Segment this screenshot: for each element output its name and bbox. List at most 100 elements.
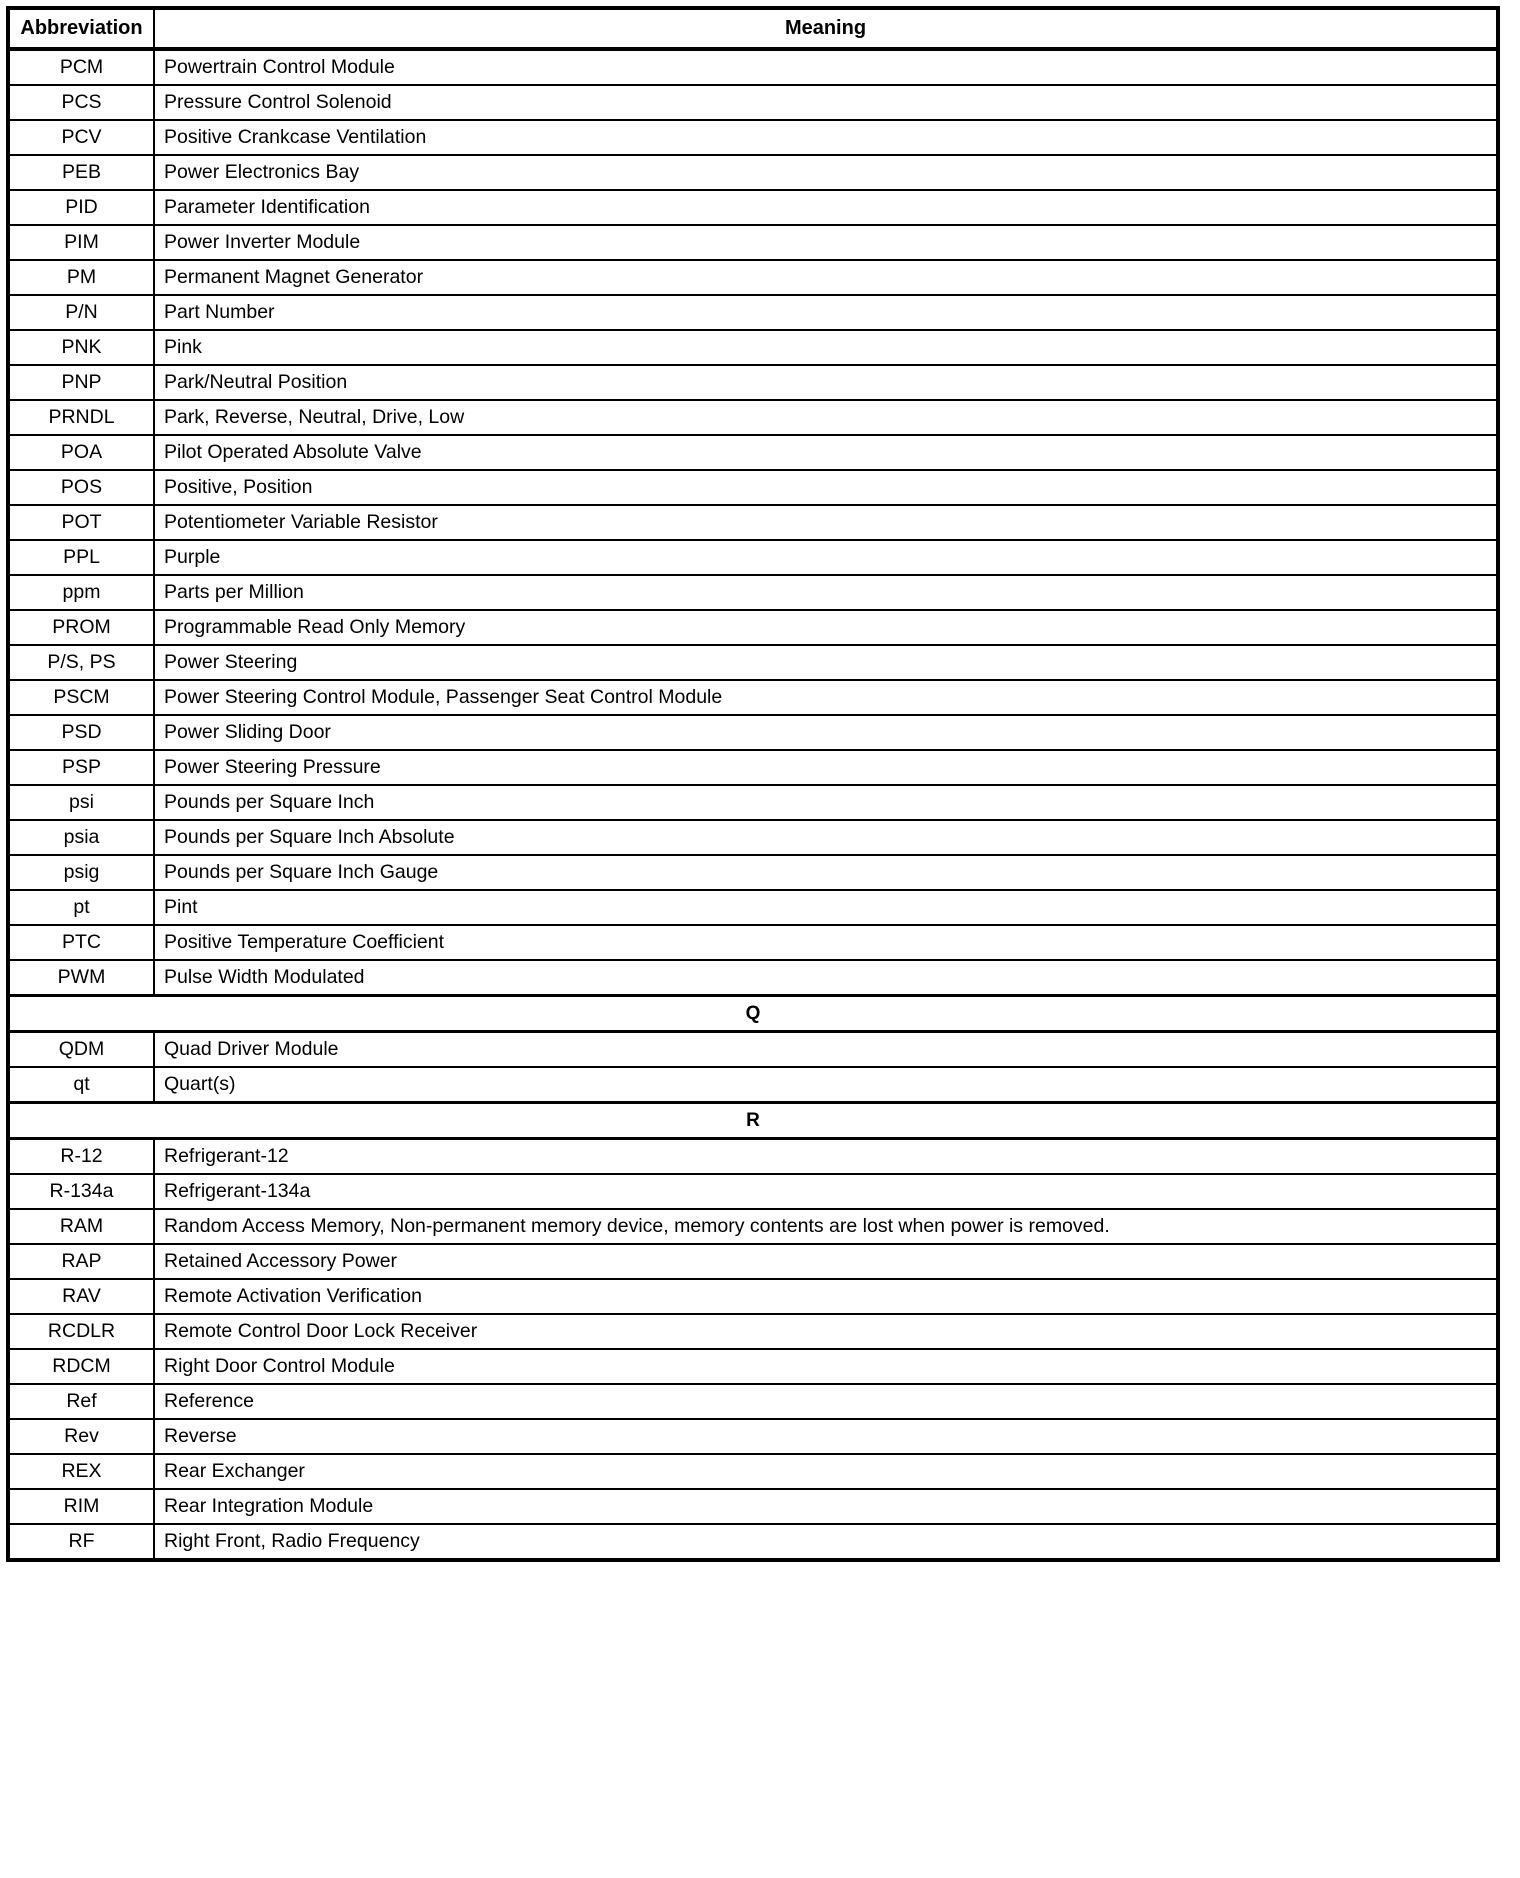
meaning-cell: Positive Temperature Coefficient	[154, 925, 1498, 961]
table-row: R-134a Refrigerant-134a	[8, 1174, 1498, 1210]
table-row: pt Pint	[8, 890, 1498, 926]
abbreviation-cell: psi	[8, 785, 155, 821]
abbreviation-cell: PCS	[8, 85, 155, 121]
meaning-cell: Pounds per Square Inch Absolute	[154, 820, 1498, 856]
meaning-cell: Reference	[154, 1384, 1498, 1420]
meaning-cell: Power Steering Control Module, Passenger…	[154, 680, 1498, 716]
table-row: psi Pounds per Square Inch	[8, 785, 1498, 821]
abbreviation-cell: RDCM	[8, 1349, 155, 1385]
table-row: P/S, PS Power Steering	[8, 645, 1498, 681]
abbreviation-cell: P/S, PS	[8, 645, 155, 681]
section-divider-row: R	[8, 1101, 1498, 1140]
meaning-cell: Remote Control Door Lock Receiver	[154, 1314, 1498, 1350]
table-row: PNP Park/Neutral Position	[8, 365, 1498, 401]
abbreviation-cell: psia	[8, 820, 155, 856]
abbreviation-cell: PSD	[8, 715, 155, 751]
abbreviation-cell: PEB	[8, 155, 155, 191]
table-row: RF Right Front, Radio Frequency	[8, 1524, 1498, 1560]
table-row: psia Pounds per Square Inch Absolute	[8, 820, 1498, 856]
meaning-cell: Purple	[154, 540, 1498, 576]
abbreviation-cell: PIM	[8, 225, 155, 261]
meaning-cell: Rear Exchanger	[154, 1454, 1498, 1490]
abbreviation-cell: PRNDL	[8, 400, 155, 436]
table-row: PCV Positive Crankcase Ventilation	[8, 120, 1498, 156]
table-row: PID Parameter Identification	[8, 190, 1498, 226]
meaning-cell: Positive, Position	[154, 470, 1498, 506]
column-header-abbreviation: Abbreviation	[8, 8, 155, 51]
meaning-cell: Park, Reverse, Neutral, Drive, Low	[154, 400, 1498, 436]
meaning-cell: Power Steering	[154, 645, 1498, 681]
abbreviation-cell: POT	[8, 505, 155, 541]
abbreviation-cell: RIM	[8, 1489, 155, 1525]
table-row: PCM Powertrain Control Module	[8, 49, 1498, 86]
meaning-cell: Rear Integration Module	[154, 1489, 1498, 1525]
abbreviation-cell: RF	[8, 1524, 155, 1560]
table-row: RDCM Right Door Control Module	[8, 1349, 1498, 1385]
meaning-cell: Pink	[154, 330, 1498, 366]
meaning-cell: Pulse Width Modulated	[154, 960, 1498, 997]
abbreviation-cell: POS	[8, 470, 155, 506]
abbreviation-cell: PCV	[8, 120, 155, 156]
meaning-cell: Parts per Million	[154, 575, 1498, 611]
table-row: RAM Random Access Memory, Non-permanent m…	[8, 1209, 1498, 1245]
abbreviation-cell: PID	[8, 190, 155, 226]
table-row: PCS Pressure Control Solenoid	[8, 85, 1498, 121]
abbreviation-cell: PNP	[8, 365, 155, 401]
table-row: REX Rear Exchanger	[8, 1454, 1498, 1490]
table-row: PROM Programmable Read Only Memory	[8, 610, 1498, 646]
abbreviation-cell: RAV	[8, 1279, 155, 1315]
abbreviation-cell: PSP	[8, 750, 155, 786]
table-row: psig Pounds per Square Inch Gauge	[8, 855, 1498, 891]
table-row: PWM Pulse Width Modulated	[8, 960, 1498, 997]
abbreviation-cell: QDM	[8, 1031, 155, 1068]
table-row: Ref Reference	[8, 1384, 1498, 1420]
meaning-cell: Right Door Control Module	[154, 1349, 1498, 1385]
table-row: P/N Part Number	[8, 295, 1498, 331]
section-letter-label: Q	[8, 994, 1498, 1033]
meaning-cell: Pounds per Square Inch Gauge	[154, 855, 1498, 891]
abbreviation-cell: POA	[8, 435, 155, 471]
table-row: PSD Power Sliding Door	[8, 715, 1498, 751]
abbreviation-cell: RCDLR	[8, 1314, 155, 1350]
abbreviation-cell: PNK	[8, 330, 155, 366]
meaning-cell: Quad Driver Module	[154, 1031, 1498, 1068]
abbreviation-cell: P/N	[8, 295, 155, 331]
table-head: Abbreviation Meaning	[8, 8, 1498, 51]
meaning-cell: Positive Crankcase Ventilation	[154, 120, 1498, 156]
meaning-cell: Park/Neutral Position	[154, 365, 1498, 401]
abbreviation-cell: qt	[8, 1067, 155, 1104]
table-row: PSP Power Steering Pressure	[8, 750, 1498, 786]
abbreviation-cell: PM	[8, 260, 155, 296]
meaning-cell: Right Front, Radio Frequency	[164, 1530, 420, 1553]
meaning-cell: Power Inverter Module	[154, 225, 1498, 261]
abbreviation-table: Abbreviation Meaning PCM Powertrain Contr…	[6, 6, 1500, 1562]
table-row: PNK Pink	[8, 330, 1498, 366]
meaning-cell: Potentiometer Variable Resistor	[154, 505, 1498, 541]
abbreviation-cell: PPL	[8, 540, 155, 576]
meaning-cell: Power Steering Pressure	[154, 750, 1498, 786]
meaning-cell: Refrigerant-134a	[154, 1174, 1498, 1210]
table-row: QDM Quad Driver Module	[8, 1031, 1498, 1068]
table-row: RAV Remote Activation Verification	[8, 1279, 1498, 1315]
abbreviation-cell: PTC	[8, 925, 155, 961]
table-row: PEB Power Electronics Bay	[8, 155, 1498, 191]
abbreviation-cell: REX	[8, 1454, 155, 1490]
table-row: qt Quart(s)	[8, 1067, 1498, 1104]
table-row: R-12 Refrigerant-12	[8, 1138, 1498, 1175]
abbreviation-cell: ppm	[8, 575, 155, 611]
table-row: RAP Retained Accessory Power	[8, 1244, 1498, 1280]
table-row: ppm Parts per Million	[8, 575, 1498, 611]
table-row: POT Potentiometer Variable Resistor	[8, 505, 1498, 541]
table-row: PIM Power Inverter Module	[8, 225, 1498, 261]
abbreviation-cell: R-134a	[8, 1174, 155, 1210]
meaning-cell: Pint	[154, 890, 1498, 926]
abbreviation-cell: pt	[8, 890, 155, 926]
meaning-cell: Retained Accessory Power	[154, 1244, 1498, 1280]
table-row: POA Pilot Operated Absolute Valve	[8, 435, 1498, 471]
meaning-cell: Remote Activation Verification	[154, 1279, 1498, 1315]
abbreviation-cell: PCM	[8, 49, 155, 86]
table-row: RIM Rear Integration Module	[8, 1489, 1498, 1525]
meaning-cell: Programmable Read Only Memory	[154, 610, 1498, 646]
table-row: Rev Reverse	[8, 1419, 1498, 1455]
